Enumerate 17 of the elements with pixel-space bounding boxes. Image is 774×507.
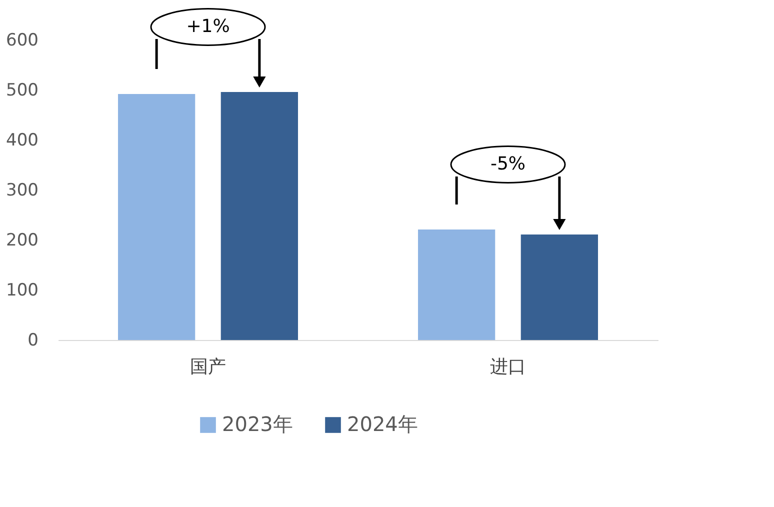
bar <box>220 92 298 340</box>
x-tick-label: 进口 <box>490 356 526 378</box>
y-tick-label: 0 <box>28 330 38 350</box>
text: +1% <box>186 16 230 37</box>
y-tick-label: 100 <box>6 280 38 300</box>
legend-label: 2024年 <box>347 412 418 436</box>
bar <box>520 234 598 340</box>
legend-label: 2023年 <box>222 412 293 436</box>
bar <box>418 230 496 340</box>
annotation: -5% <box>490 154 526 174</box>
y-tick-label: 200 <box>6 230 38 250</box>
x-tick-label: 国产 <box>190 356 226 378</box>
y-tick-label: 600 <box>6 30 38 50</box>
y-tick-label: 300 <box>6 180 38 200</box>
y-tick-label: 500 <box>6 80 38 100</box>
bar <box>118 94 196 340</box>
y-tick-label: 400 <box>6 130 38 150</box>
